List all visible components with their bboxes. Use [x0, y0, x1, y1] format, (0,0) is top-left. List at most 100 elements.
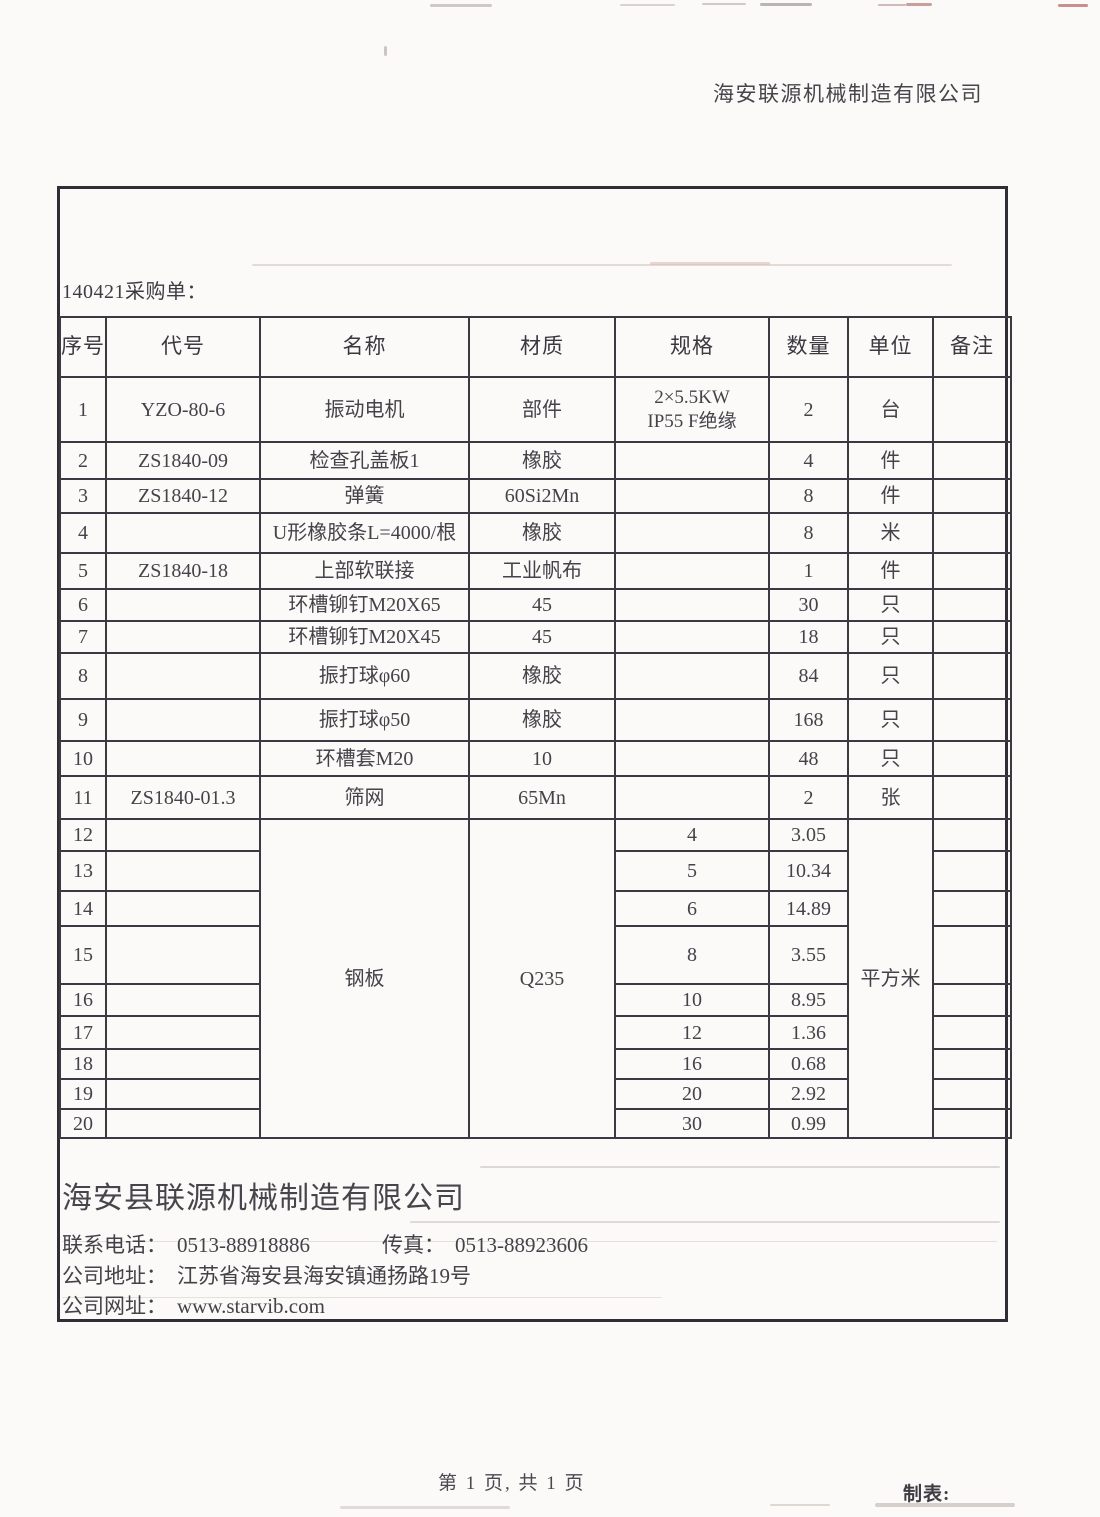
- fax-label: 传真：: [382, 1233, 445, 1257]
- table-row: 17 12 1.36: [59, 1015, 1012, 1050]
- website-value: www.starvib.com: [177, 1294, 325, 1318]
- address-label: 公司地址：: [62, 1264, 167, 1288]
- cell-spec: 5: [614, 850, 770, 892]
- cell-spec: [614, 552, 770, 590]
- cell-code: [105, 620, 261, 654]
- table-row: 10 环槽套M20 10 48 只: [59, 740, 1012, 777]
- cell-remark: [932, 775, 1012, 820]
- cell-qty: 8: [768, 512, 849, 554]
- cell-remark: [932, 983, 1012, 1017]
- cell-material: 橡胶: [468, 441, 616, 480]
- cell-code: ZS1840-09: [105, 441, 261, 480]
- cell-qty: 3.55: [768, 925, 849, 985]
- cell-no: 7: [59, 620, 107, 654]
- cell-code: [105, 588, 261, 622]
- cell-unit: 件: [847, 441, 934, 480]
- cell-name: 环槽铆钉M20X45: [259, 620, 470, 654]
- cell-unit: 只: [847, 588, 934, 622]
- phone-value: 0513-88918886: [177, 1233, 310, 1257]
- cell-code: ZS1840-12: [105, 478, 261, 514]
- scan-artifact: [1058, 4, 1088, 7]
- cell-spec: 12: [614, 1015, 770, 1050]
- cell-material-merged: Q235: [468, 818, 616, 1139]
- table-row: 15 8 3.55: [59, 925, 1012, 985]
- cell-remark: [932, 512, 1012, 554]
- table-row: 13 5 10.34: [59, 850, 1012, 892]
- cell-remark: [932, 890, 1012, 927]
- cell-remark: [932, 478, 1012, 514]
- column-header-0: 序号: [59, 316, 107, 378]
- cell-code: [105, 740, 261, 777]
- cell-spec: 6: [614, 890, 770, 927]
- table-row: 6 环槽铆钉M20X65 45 30 只: [59, 588, 1012, 622]
- table-row: 14 6 14.89: [59, 890, 1012, 927]
- scan-artifact: [410, 1221, 1000, 1223]
- table-row: 2 ZS1840-09 检查孔盖板1 橡胶 4 件: [59, 441, 1012, 480]
- cell-qty: 2.92: [768, 1078, 849, 1110]
- cell-unit: 米: [847, 512, 934, 554]
- company-info-block: 海安县联源机械制造有限公司 联系电话： 0513-88918886 传真： 0513-…: [60, 1137, 1005, 1319]
- cell-no: 5: [59, 552, 107, 590]
- cell-no: 18: [59, 1048, 107, 1080]
- cell-remark: [932, 588, 1012, 622]
- cell-qty: 0.99: [768, 1108, 849, 1139]
- letterhead-company-name: 海安联源机械制造有限公司: [713, 82, 983, 106]
- fax-value: 0513-88923606: [455, 1233, 588, 1257]
- cell-qty: 2: [768, 376, 849, 443]
- column-header-5: 数量: [768, 316, 849, 378]
- cell-code: [105, 1078, 261, 1110]
- cell-no: 8: [59, 652, 107, 700]
- cell-no: 17: [59, 1015, 107, 1050]
- cell-qty: 14.89: [768, 890, 849, 927]
- scan-artifact: [875, 1503, 1015, 1507]
- cell-name: 环槽套M20: [259, 740, 470, 777]
- table-row: 7 环槽铆钉M20X45 45 18 只: [59, 620, 1012, 654]
- scan-artifact: [770, 1504, 830, 1506]
- cell-spec: [614, 740, 770, 777]
- cell-no: 3: [59, 478, 107, 514]
- table-row: 3 ZS1840-12 弹簧 60Si2Mn 8 件: [59, 478, 1012, 514]
- cell-name: 振打球φ50: [259, 698, 470, 742]
- cell-no: 19: [59, 1078, 107, 1110]
- footer-maker-label: 制表:: [903, 1484, 951, 1505]
- cell-spec: 10: [614, 983, 770, 1017]
- table-row: 5 ZS1840-18 上部软联接 工业帆布 1 件: [59, 552, 1012, 590]
- scan-artifact: [430, 4, 492, 7]
- company-website-line: 公司网址： www.starvib.com: [62, 1290, 325, 1320]
- cell-name: U形橡胶条L=4000/根: [259, 512, 470, 554]
- table-row: 16 10 8.95: [59, 983, 1012, 1017]
- cell-name: 筛网: [259, 775, 470, 820]
- scan-artifact: [62, 1297, 662, 1298]
- cell-code: ZS1840-18: [105, 552, 261, 590]
- cell-unit-merged: 平方米: [847, 818, 934, 1139]
- cell-qty: 3.05: [768, 818, 849, 852]
- cell-no: 11: [59, 775, 107, 820]
- cell-name-merged: 钢板: [259, 818, 470, 1139]
- cell-no: 2: [59, 441, 107, 480]
- cell-code: [105, 698, 261, 742]
- cell-code: [105, 1048, 261, 1080]
- scan-artifact: [878, 4, 906, 6]
- footer-page-info: 第 1 页, 共 1 页: [438, 1473, 586, 1494]
- cell-code: [105, 652, 261, 700]
- cell-qty: 8: [768, 478, 849, 514]
- cell-spec: [614, 478, 770, 514]
- cell-spec: 8: [614, 925, 770, 985]
- cell-spec: 20: [614, 1078, 770, 1110]
- cell-spec: 2×5.5KW IP55 F绝缘: [614, 376, 770, 443]
- cell-qty: 0.68: [768, 1048, 849, 1080]
- column-header-2: 名称: [259, 316, 470, 378]
- cell-unit: 台: [847, 376, 934, 443]
- cell-unit: 件: [847, 478, 934, 514]
- cell-qty: 168: [768, 698, 849, 742]
- table-row: 9 振打球φ50 橡胶 168 只: [59, 698, 1012, 742]
- cell-no: 14: [59, 890, 107, 927]
- cell-material: 橡胶: [468, 698, 616, 742]
- cell-qty: 4: [768, 441, 849, 480]
- cell-no: 4: [59, 512, 107, 554]
- cell-qty: 2: [768, 775, 849, 820]
- website-label: 公司网址：: [62, 1294, 167, 1318]
- cell-qty: 18: [768, 620, 849, 654]
- cell-material: 橡胶: [468, 512, 616, 554]
